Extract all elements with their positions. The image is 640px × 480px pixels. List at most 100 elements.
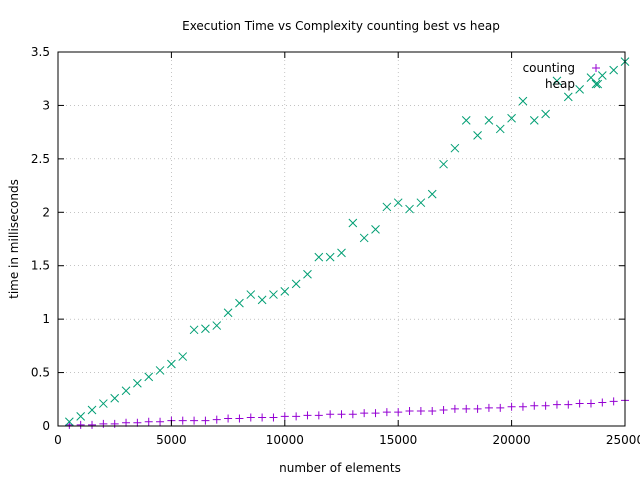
counting-point xyxy=(122,418,131,427)
x-tick-label: 10000 xyxy=(266,433,304,447)
heap-point xyxy=(382,202,392,212)
y-tick-label: 0.5 xyxy=(31,366,50,380)
heap-point xyxy=(371,225,380,234)
heap-point xyxy=(76,412,86,421)
heap-point xyxy=(155,366,165,375)
counting-point xyxy=(348,410,357,419)
counting-point xyxy=(224,414,233,423)
legend: counting heap xyxy=(523,61,601,91)
counting-point xyxy=(405,407,414,416)
heap-point xyxy=(87,405,97,415)
heap-point xyxy=(189,325,199,335)
heap-point xyxy=(269,290,278,299)
y-tick-label: 1.5 xyxy=(31,259,50,273)
x-tick-label: 0 xyxy=(54,433,62,447)
x-axis-label: number of elements xyxy=(279,461,401,475)
heap-point xyxy=(246,290,256,299)
counting-point xyxy=(269,413,278,422)
legend-entry-counting: counting xyxy=(523,61,600,75)
heap-point xyxy=(507,113,516,123)
heap-point xyxy=(235,298,244,308)
heap-point xyxy=(348,218,358,228)
heap-point xyxy=(597,71,607,80)
heap-point xyxy=(473,130,482,140)
heap-point xyxy=(133,378,142,388)
heap-point xyxy=(575,85,584,94)
heap-point xyxy=(359,233,369,243)
counting-point xyxy=(212,415,221,424)
counting-point xyxy=(326,410,335,419)
heap-point xyxy=(99,399,108,408)
y-tick-label: 3.5 xyxy=(31,45,50,59)
heap-point xyxy=(110,393,120,403)
heap-point xyxy=(405,204,414,214)
grid xyxy=(58,52,625,426)
counting-point xyxy=(439,405,448,414)
counting-point xyxy=(394,408,403,417)
counting-point xyxy=(609,397,618,406)
counting-point xyxy=(450,404,459,413)
heap-point xyxy=(439,159,448,169)
heap-point xyxy=(280,287,290,296)
counting-point xyxy=(88,420,97,429)
counting-point xyxy=(303,411,312,420)
heap-point xyxy=(121,386,131,396)
data-series xyxy=(64,57,630,429)
counting-point xyxy=(462,404,471,413)
counting-point xyxy=(246,413,255,422)
y-tick-label: 3 xyxy=(42,98,50,112)
counting-point xyxy=(201,416,210,425)
counting-point xyxy=(564,400,573,409)
y-axis-label: time in milliseconds xyxy=(7,179,21,299)
heap-point xyxy=(393,198,403,208)
heap-point xyxy=(167,359,176,369)
counting-point xyxy=(416,407,425,416)
counting-point xyxy=(235,414,244,423)
heap-point xyxy=(314,252,324,262)
counting-point xyxy=(541,401,550,410)
heap-point xyxy=(291,279,301,289)
counting-point xyxy=(144,417,153,426)
counting-point xyxy=(292,412,301,421)
heap-point xyxy=(212,321,222,330)
heap-point xyxy=(609,65,619,75)
counting-point xyxy=(473,404,482,413)
counting-point xyxy=(190,416,199,425)
counting-point xyxy=(99,419,108,428)
chart-title: Execution Time vs Complexity counting be… xyxy=(182,19,500,33)
heap-point xyxy=(178,352,188,361)
counting-point xyxy=(484,403,493,412)
legend-entry-heap: heap xyxy=(545,77,601,91)
counting-point xyxy=(314,411,323,420)
counting-point xyxy=(280,412,289,421)
counting-point xyxy=(76,420,85,429)
counting-point xyxy=(518,402,527,411)
heap-point xyxy=(563,92,573,102)
heap-point xyxy=(416,198,426,208)
counting-point xyxy=(258,413,267,422)
counting-point xyxy=(598,398,607,407)
counting-point xyxy=(530,401,539,410)
heap-point xyxy=(541,109,550,119)
counting-point xyxy=(156,417,165,426)
series-counting xyxy=(65,396,629,429)
heap-point xyxy=(529,116,539,125)
counting-point xyxy=(428,407,437,416)
counting-point xyxy=(178,416,187,425)
counting-point xyxy=(360,409,369,418)
legend-label: counting xyxy=(523,61,575,75)
legend-marker xyxy=(592,64,600,72)
heap-point xyxy=(64,417,74,427)
y-tick-label: 2 xyxy=(42,205,50,219)
x-tick-label: 15000 xyxy=(379,433,417,447)
counting-point xyxy=(371,409,380,418)
counting-point xyxy=(382,408,391,417)
heap-point xyxy=(461,116,471,125)
heap-point xyxy=(450,143,460,153)
legend-marker xyxy=(591,79,601,89)
heap-point xyxy=(337,248,346,258)
